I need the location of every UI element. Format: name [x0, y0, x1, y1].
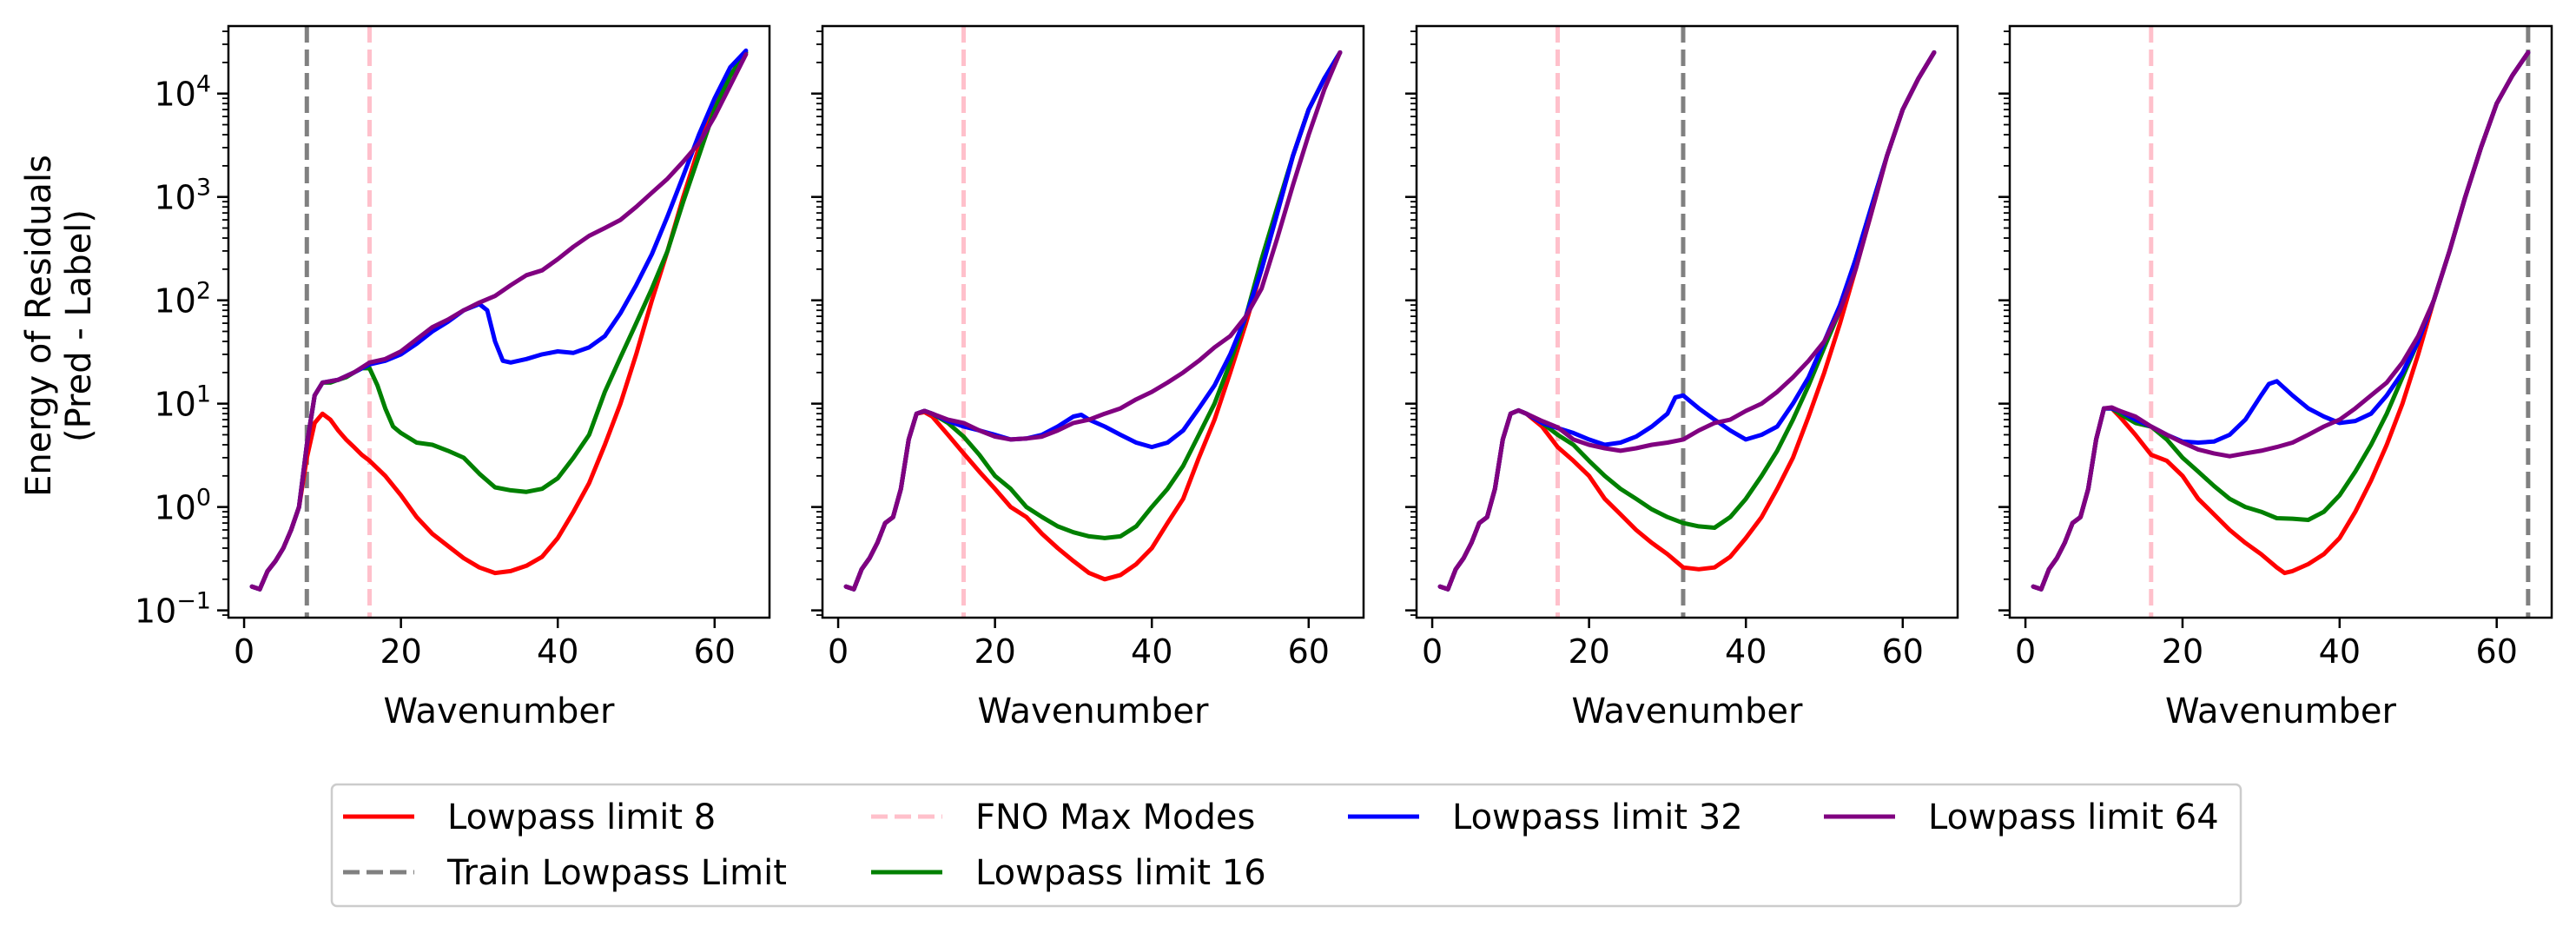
series-line-lowpass-limit-16: [843, 50, 1343, 592]
x-axis-label: Wavenumber: [978, 691, 1209, 731]
y-axis-label-line: Energy of Residuals: [19, 155, 59, 497]
panel-4: 0 20 40 60 Wavenumber: [1998, 24, 2553, 731]
x-tick-label: 0: [828, 632, 849, 671]
series-line-lowpass-limit-32: [1437, 50, 1937, 592]
y-tick-label: 104: [154, 71, 211, 114]
series-line-lowpass-limit-8: [2031, 50, 2531, 592]
x-tick-label: 0: [2015, 632, 2036, 671]
x-axis-label: Wavenumber: [1572, 691, 1803, 731]
panel-frame: [227, 24, 771, 619]
legend-box: [330, 783, 2242, 908]
x-tick-label: 40: [1131, 632, 1172, 671]
x-tick-label: 0: [234, 632, 254, 671]
x-tick-label: 20: [974, 632, 1015, 671]
series-line-lowpass-limit-8: [1437, 50, 1937, 592]
series-line-lowpass-limit-64: [2031, 50, 2531, 592]
y-axis-label-text: Energy of Residuals(Pred - Label): [19, 155, 99, 497]
series-line-lowpass-limit-32: [843, 50, 1343, 592]
legend-label: Lowpass limit 64: [1928, 797, 2219, 837]
series-line-lowpass-limit-8: [249, 50, 749, 592]
legend-label: Lowpass limit 32: [1452, 797, 1743, 837]
x-tick-label: 20: [2162, 632, 2203, 671]
panel-frame: [2008, 24, 2553, 619]
y-tick-base: 10: [154, 76, 195, 114]
y-tick-label: 102: [154, 278, 211, 321]
series-line-lowpass-limit-64: [249, 52, 749, 592]
x-axis-label: Wavenumber: [384, 691, 615, 731]
series-group: [2031, 50, 2531, 592]
legend-label: Lowpass limit 8: [447, 797, 716, 837]
y-tick-label: 103: [154, 175, 211, 217]
x-tick-label: 40: [1725, 632, 1767, 671]
y-tick-base: 10: [154, 282, 195, 321]
x-tick-label: 60: [1288, 632, 1330, 671]
panel-2: 0 20 40 60 Wavenumber: [811, 24, 1365, 731]
series-line-lowpass-limit-16: [2031, 50, 2531, 592]
series-line-lowpass-limit-64: [1437, 50, 1937, 592]
y-tick-label: 101: [154, 381, 211, 424]
x-tick-label: 40: [537, 632, 578, 671]
panel-frame: [1415, 24, 1959, 619]
series-line-lowpass-limit-32: [2031, 50, 2531, 592]
legend-label: FNO Max Modes: [975, 797, 1255, 837]
x-tick-label: 60: [1882, 632, 1924, 671]
x-tick-label: 0: [1422, 632, 1443, 671]
x-axis-label: Wavenumber: [2165, 691, 2396, 731]
x-tick-label: 40: [2319, 632, 2361, 671]
series-group: [1437, 50, 1937, 592]
y-tick-exponent: 2: [196, 278, 211, 305]
y-tick-base: 10: [154, 179, 195, 217]
series-line-lowpass-limit-64: [843, 50, 1343, 592]
y-tick-base: 10: [154, 489, 195, 527]
y-tick-exponent: 3: [196, 175, 211, 202]
legend-label: Train Lowpass Limit: [446, 853, 787, 893]
x-tick-label: 60: [694, 632, 736, 671]
series-line-lowpass-limit-16: [249, 50, 749, 592]
series-group: [843, 50, 1343, 592]
x-tick-label: 60: [2476, 632, 2518, 671]
y-axis-label: Energy of Residuals(Pred - Label): [19, 155, 99, 497]
panel-3: 0 20 40 60 Wavenumber: [1405, 24, 1959, 731]
y-tick-label: 10−1: [135, 588, 211, 631]
y-tick-exponent: 4: [196, 71, 211, 98]
series-line-lowpass-limit-32: [249, 48, 749, 592]
x-tick-label: 20: [380, 632, 421, 671]
y-tick-base: 10: [135, 592, 176, 631]
y-tick-base: 10: [154, 386, 195, 424]
y-tick-exponent: 1: [196, 381, 211, 408]
panel-frame: [821, 24, 1365, 619]
y-tick-exponent: −1: [176, 588, 211, 615]
series-group: [249, 48, 749, 592]
legend-label: Lowpass limit 16: [975, 853, 1266, 893]
y-tick-label: 100: [154, 485, 211, 527]
x-tick-label: 20: [1568, 632, 1609, 671]
legend: Lowpass limit 8 Train Lowpass Limit FNO Ma…: [330, 783, 2242, 908]
y-tick-exponent: 0: [196, 485, 211, 512]
series-line-lowpass-limit-16: [1437, 50, 1937, 592]
y-axis-label-line: (Pred - Label): [59, 209, 99, 442]
series-line-lowpass-limit-8: [843, 50, 1343, 592]
